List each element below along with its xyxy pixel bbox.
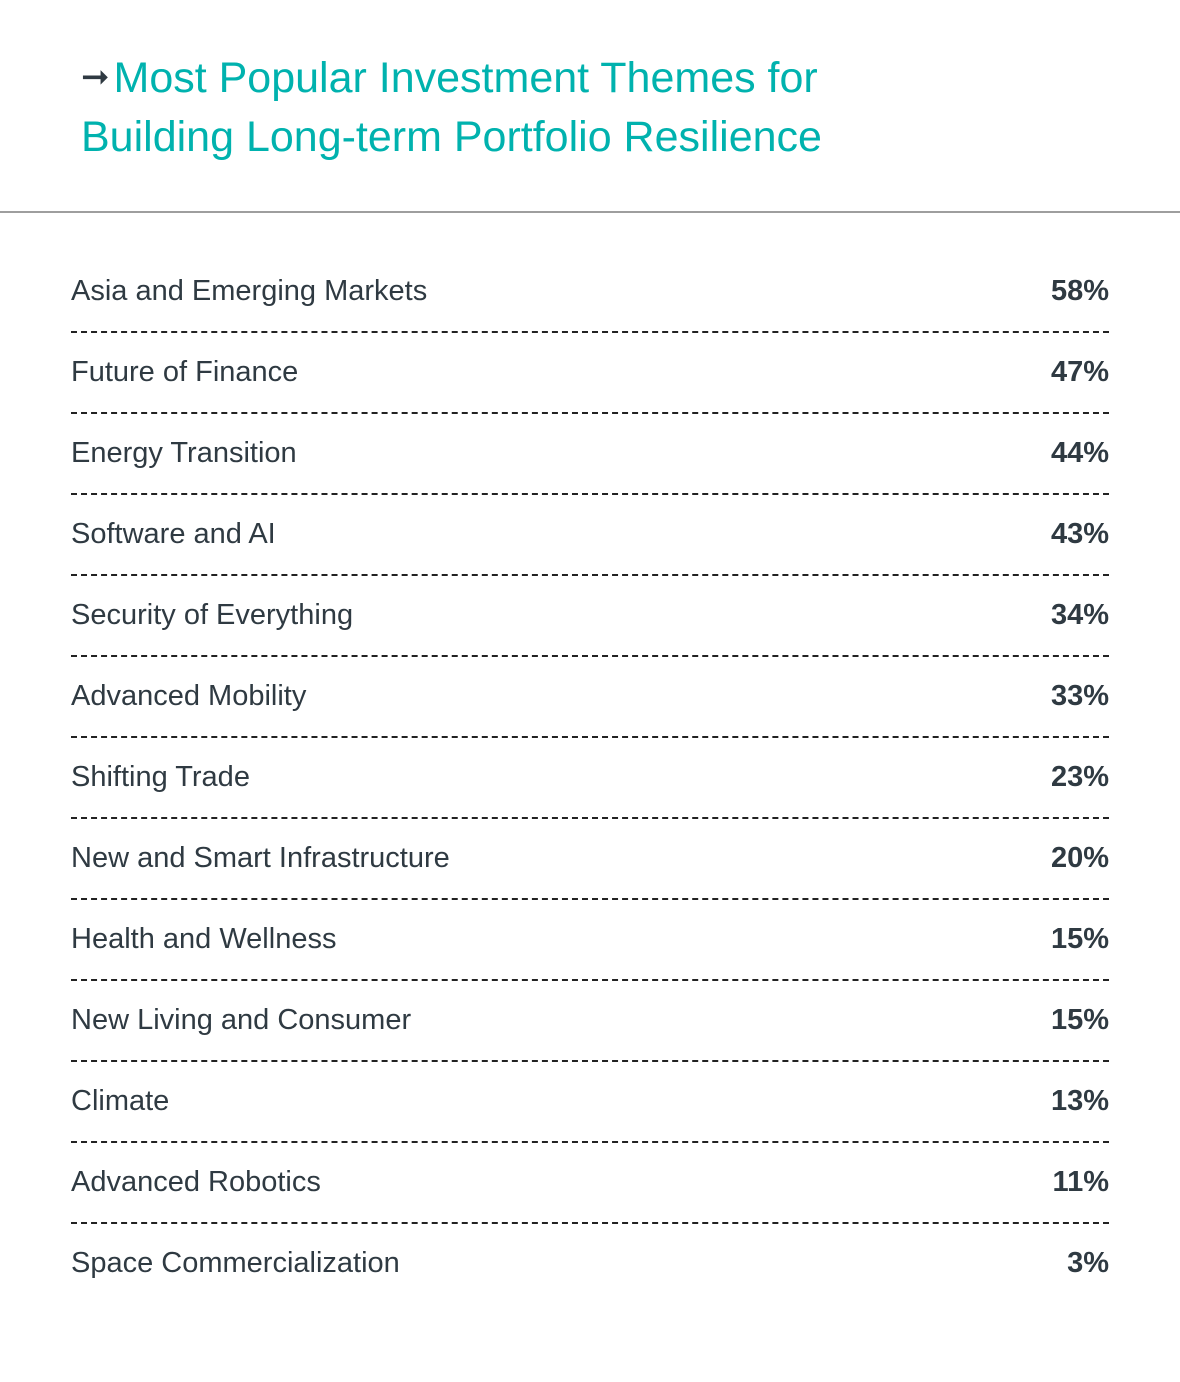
theme-percentage: 47% — [1050, 356, 1109, 388]
table-row: New and Smart Infrastructure 20% — [71, 819, 1109, 900]
table-row: Space Commercialization 3% — [71, 1224, 1109, 1303]
theme-label: Software and AI — [71, 518, 276, 550]
theme-label: Shifting Trade — [71, 761, 250, 793]
table-row: New Living and Consumer 15% — [71, 981, 1109, 1062]
table-row: Energy Transition 44% — [71, 414, 1109, 495]
theme-percentage: 20% — [1050, 842, 1109, 874]
table-row: Climate 13% — [71, 1062, 1109, 1143]
theme-percentage: 15% — [1050, 923, 1109, 955]
theme-label: Energy Transition — [71, 437, 297, 469]
theme-label: Climate — [71, 1085, 170, 1117]
theme-percentage: 34% — [1050, 599, 1109, 631]
right-arrow-icon: ➞ — [81, 58, 110, 96]
theme-label: Security of Everything — [71, 599, 354, 631]
theme-label: Health and Wellness — [71, 923, 337, 955]
theme-label: Asia and Emerging Markets — [71, 275, 428, 307]
table-row: Advanced Mobility 33% — [71, 657, 1109, 738]
theme-percentage: 3% — [1067, 1247, 1109, 1279]
table-row: Health and Wellness 15% — [71, 900, 1109, 981]
table-row: Advanced Robotics 11% — [71, 1143, 1109, 1224]
table-row: Future of Finance 47% — [71, 333, 1109, 414]
theme-label: Advanced Mobility — [71, 680, 307, 712]
theme-label: New Living and Consumer — [71, 1004, 412, 1036]
theme-percentage: 13% — [1050, 1085, 1109, 1117]
title-text: Most Popular Investment Themes for Build… — [81, 54, 822, 161]
theme-label: Future of Finance — [71, 356, 299, 388]
theme-percentage: 11% — [1052, 1166, 1109, 1198]
theme-label: New and Smart Infrastructure — [71, 842, 450, 874]
theme-percentage: 33% — [1050, 680, 1109, 712]
theme-percentage: 58% — [1050, 275, 1109, 307]
theme-percentage: 43% — [1050, 518, 1109, 550]
theme-percentage: 15% — [1050, 1004, 1109, 1036]
divider — [0, 211, 1180, 213]
page-title: ➞Most Popular Investment Themes for Buil… — [81, 50, 981, 165]
theme-percentage: 44% — [1050, 437, 1109, 469]
theme-percentage: 23% — [1050, 761, 1109, 793]
table-row: Asia and Emerging Markets 58% — [71, 252, 1109, 333]
theme-label: Space Commercialization — [71, 1247, 400, 1279]
table-row: Software and AI 43% — [71, 495, 1109, 576]
table-row: Security of Everything 34% — [71, 576, 1109, 657]
table-row: Shifting Trade 23% — [71, 738, 1109, 819]
themes-table: Asia and Emerging Markets 58% Future of Fi… — [71, 252, 1109, 1303]
theme-label: Advanced Robotics — [71, 1166, 321, 1198]
